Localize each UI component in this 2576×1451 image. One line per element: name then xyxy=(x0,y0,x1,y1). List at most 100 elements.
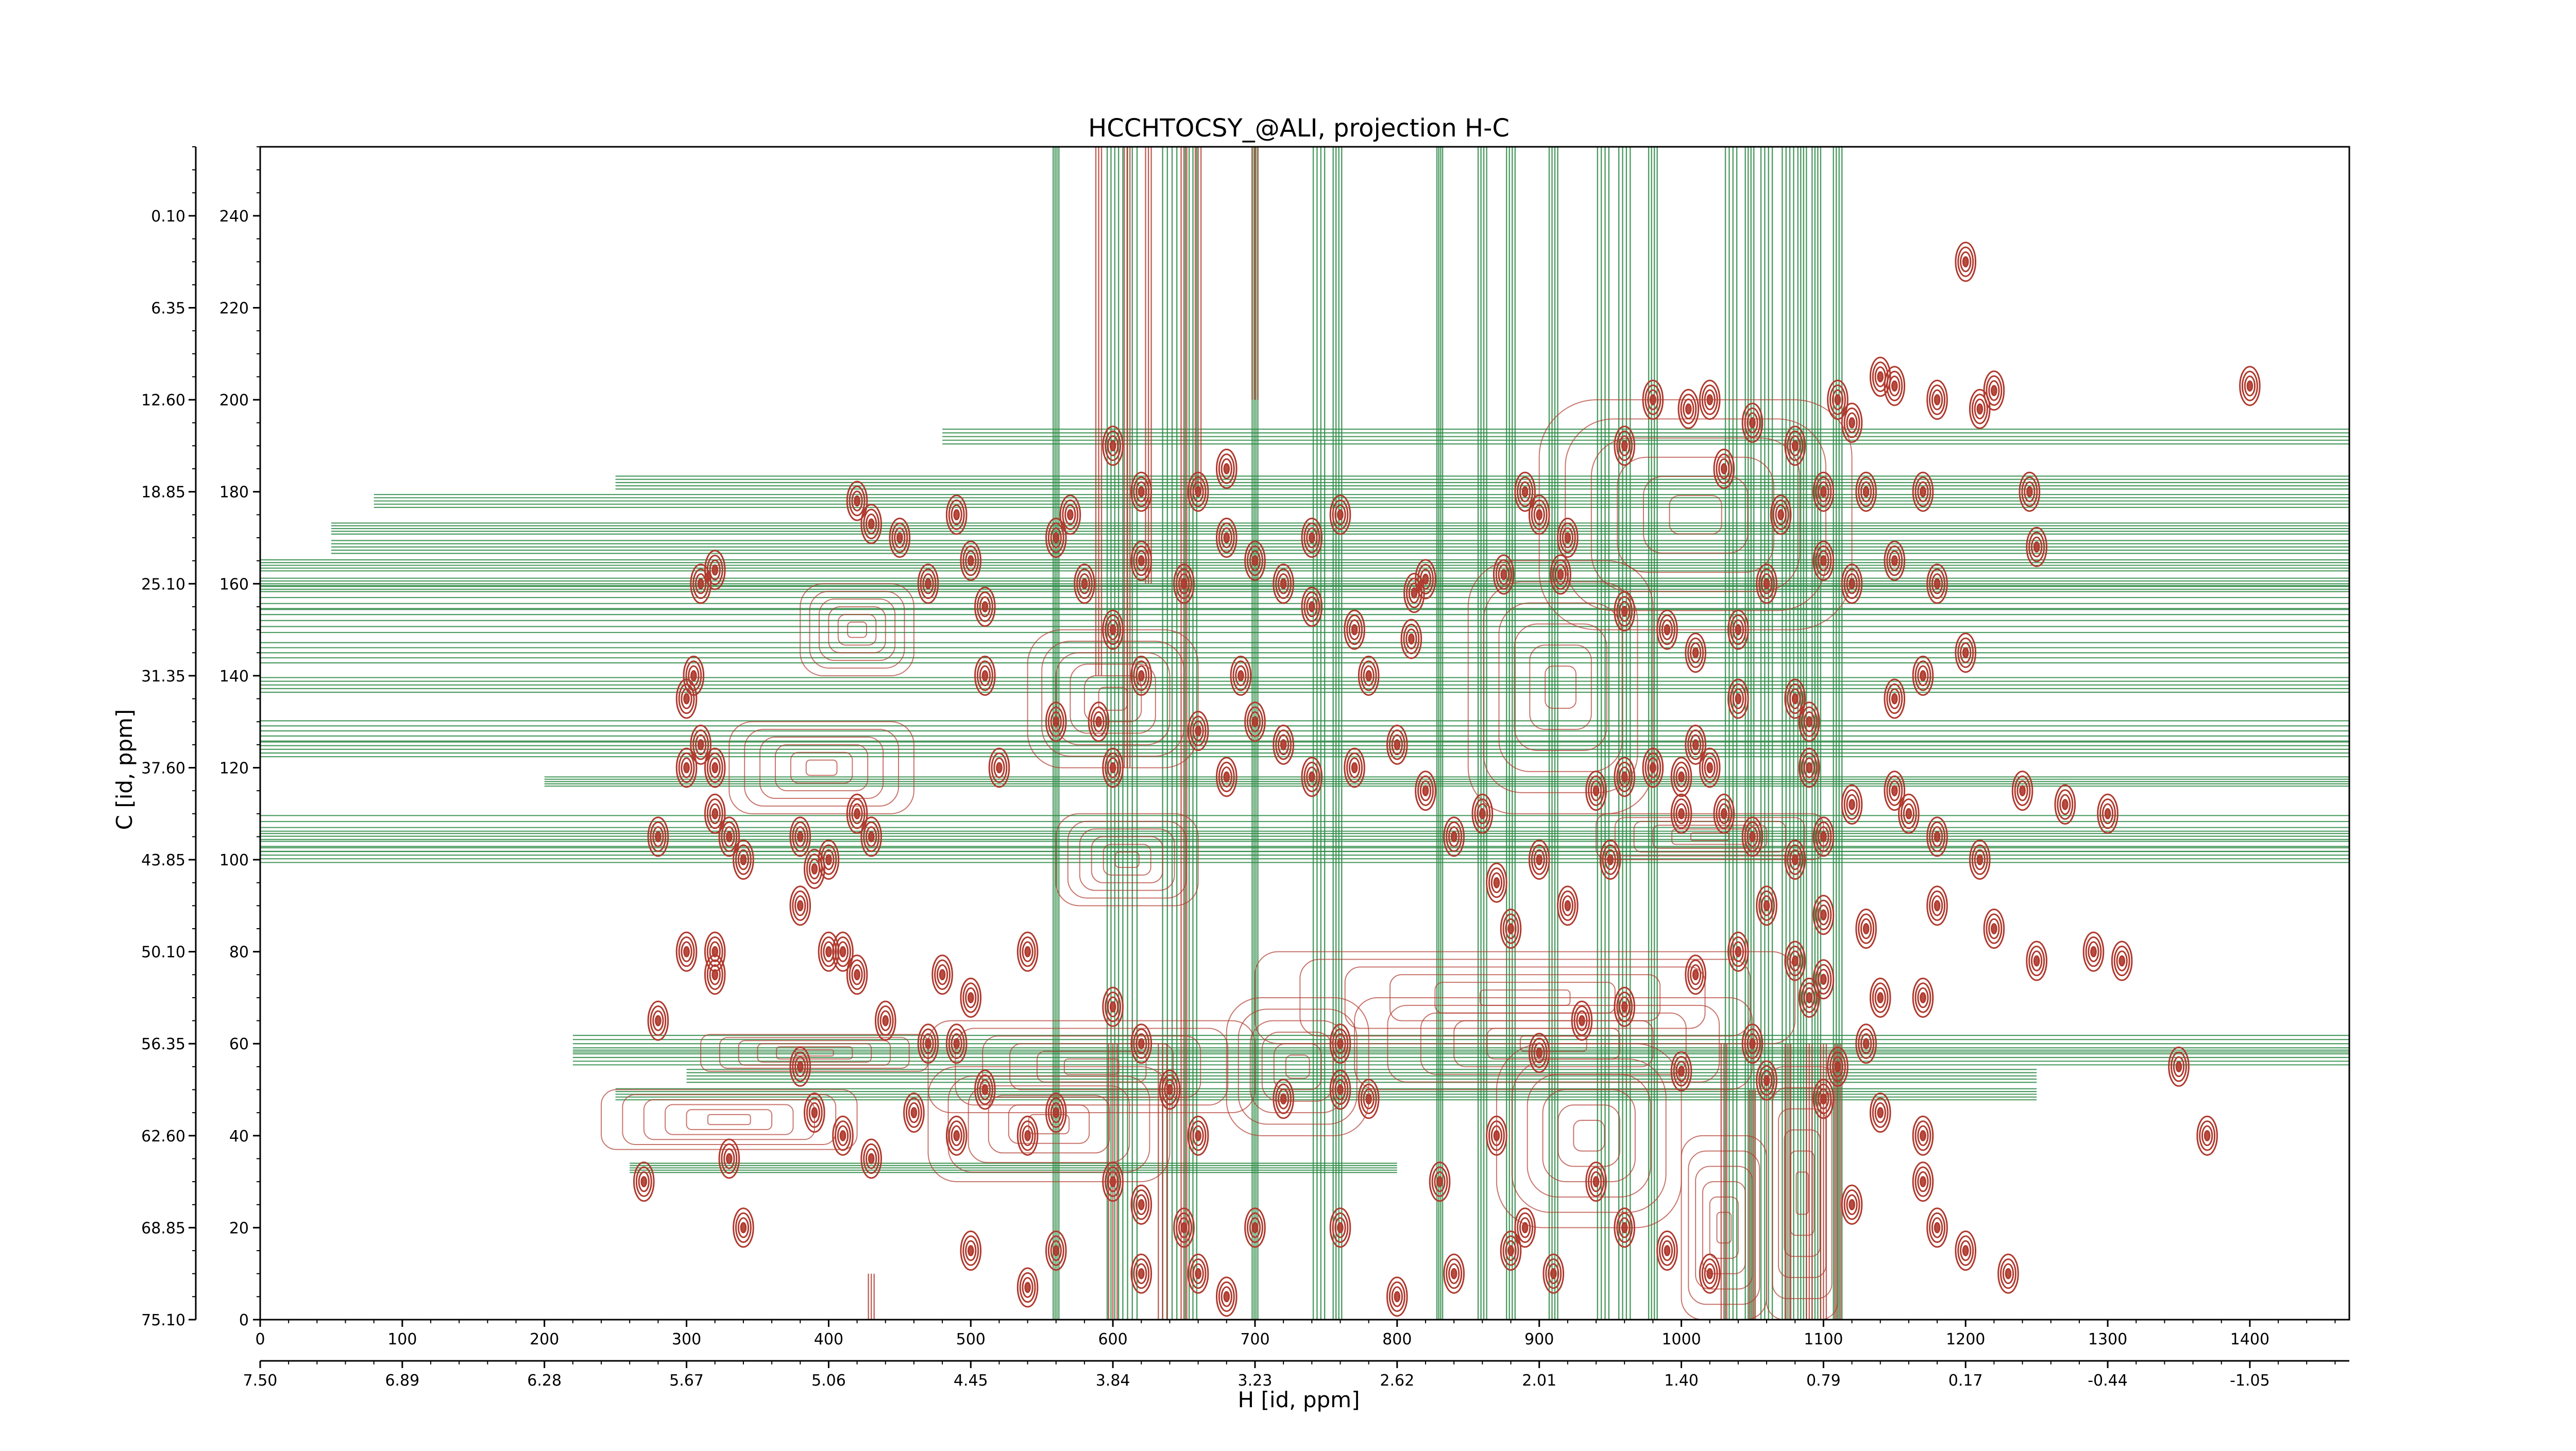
negative-vertical-ridge xyxy=(1548,147,1558,1320)
negative-horizontal-ridge xyxy=(260,677,2349,693)
x-index-tick-label: 400 xyxy=(814,1330,843,1348)
positive-peak xyxy=(1074,564,1095,604)
positive-peak xyxy=(846,954,868,995)
positive-peak xyxy=(1997,1253,2019,1294)
positive-peak xyxy=(1756,564,1777,604)
positive-peak xyxy=(1912,471,1934,512)
y-index-tick-label: 140 xyxy=(219,668,249,686)
positive-peak xyxy=(974,1069,996,1110)
positive-peak xyxy=(1585,771,1607,811)
positive-peak xyxy=(1926,380,1948,420)
positive-peak xyxy=(1329,1207,1351,1248)
positive-peak xyxy=(1741,1023,1764,1064)
positive-peak xyxy=(1898,793,1920,834)
positive-peak xyxy=(1926,564,1948,604)
positive-peak xyxy=(1386,724,1408,765)
negative-horizontal-ridge xyxy=(260,815,2349,840)
x-ppm-tick-label: 1.40 xyxy=(1664,1372,1699,1390)
positive-peak xyxy=(1798,702,1820,742)
positive-peak xyxy=(1756,1060,1777,1101)
positive-peak xyxy=(945,494,968,535)
positive-vertical-streak xyxy=(1784,1044,1792,1320)
positive-peak xyxy=(1500,1231,1522,1271)
positive-contour-region xyxy=(1226,997,1369,1136)
positive-peak xyxy=(1130,1184,1153,1225)
positive-peak xyxy=(1812,540,1835,581)
positive-peak xyxy=(1699,380,1721,420)
positive-peak xyxy=(1926,885,1948,926)
negative-vertical-ridge xyxy=(1724,147,1738,1320)
positive-peak xyxy=(846,481,868,521)
positive-peak xyxy=(1614,986,1635,1027)
positive-peak xyxy=(1912,1115,1934,1156)
positive-peak xyxy=(1173,1207,1195,1248)
positive-peak xyxy=(1713,449,1735,489)
x-index-tick-label: 900 xyxy=(1524,1330,1554,1348)
positive-peak xyxy=(860,816,882,857)
positive-peak xyxy=(1301,517,1323,558)
x-axis-label: H [id, ppm] xyxy=(1238,1387,1360,1412)
positive-peak xyxy=(1677,388,1700,429)
positive-peak xyxy=(917,1023,939,1064)
positive-peak xyxy=(1912,1162,1934,1202)
positive-peak xyxy=(1812,816,1835,857)
positive-peak xyxy=(1642,380,1664,420)
x-index-tick-label: 500 xyxy=(956,1330,986,1348)
positive-peak xyxy=(1784,425,1806,466)
positive-peak xyxy=(1685,724,1706,765)
positive-peak xyxy=(704,954,726,995)
positive-peak xyxy=(1045,1092,1067,1133)
positive-peak xyxy=(789,885,811,926)
positive-peak xyxy=(1812,471,1835,512)
x-index-tick-label: 1000 xyxy=(1662,1330,1701,1348)
positive-peak xyxy=(1855,908,1877,949)
positive-peak xyxy=(832,1115,854,1156)
positive-peak xyxy=(1784,941,1806,981)
positive-peak xyxy=(789,1046,811,1087)
negative-horizontal-ridge xyxy=(260,720,2349,742)
x-index-tick-label: 100 xyxy=(387,1330,417,1348)
positive-peak xyxy=(1130,471,1153,512)
positive-peak xyxy=(2239,366,2261,406)
negative-horizontal-ridge xyxy=(260,741,2349,758)
positive-peak xyxy=(860,1138,882,1179)
y-ppm-tick-label: 56.35 xyxy=(141,1035,185,1053)
positive-peak xyxy=(1699,1253,1721,1294)
positive-peak xyxy=(1215,1276,1238,1317)
negative-horizontal-ridge xyxy=(260,559,2349,572)
positive-peak xyxy=(903,1092,925,1133)
negative-horizontal-ridge xyxy=(544,776,2349,787)
positive-peak xyxy=(1329,494,1351,535)
positive-peak xyxy=(1187,1253,1209,1294)
y-index-tick-label: 0 xyxy=(239,1311,249,1329)
positive-peak xyxy=(1059,494,1081,535)
positive-peak xyxy=(1215,449,1238,489)
y-ppm-tick-label: 31.35 xyxy=(141,668,185,686)
y-ppm-tick-label: 62.60 xyxy=(141,1128,185,1146)
positive-peak xyxy=(1955,633,1977,673)
positive-vertical-streak xyxy=(1180,147,1188,1320)
positive-peak xyxy=(733,840,754,880)
positive-peak xyxy=(1187,471,1209,512)
positive-peak xyxy=(1727,678,1749,719)
positive-peak xyxy=(633,1162,655,1202)
positive-peak xyxy=(683,655,705,696)
x-index-tick-label: 1200 xyxy=(1946,1330,1985,1348)
positive-peak xyxy=(1016,1267,1039,1308)
positive-vertical-streak xyxy=(868,1273,875,1320)
positive-vertical-streak xyxy=(1123,147,1131,768)
positive-peak xyxy=(917,564,939,604)
negative-vertical-ridge xyxy=(1477,147,1487,1320)
y-index-tick-label: 80 xyxy=(229,944,249,962)
positive-peak xyxy=(1983,370,2005,411)
x-index-tick-label: 600 xyxy=(1098,1330,1127,1348)
negative-vertical-ridge xyxy=(1782,147,1794,1320)
x-index-tick-label: 1300 xyxy=(2088,1330,2127,1348)
positive-vertical-streak xyxy=(1834,1044,1841,1320)
positive-peak xyxy=(690,724,711,765)
positive-contour-region xyxy=(800,583,914,676)
positive-peak xyxy=(647,1000,669,1041)
positive-peak xyxy=(1841,564,1863,604)
positive-peak xyxy=(1557,885,1579,926)
